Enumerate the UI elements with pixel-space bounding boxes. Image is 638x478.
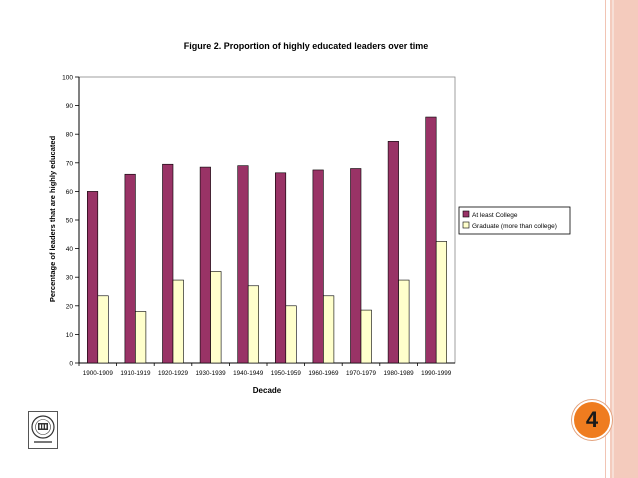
bar (323, 295, 335, 364)
y-tick-label: 100 (62, 75, 73, 82)
x-tick-label: 1980-1989 (384, 370, 415, 377)
bar-chart: Figure 2. Proportion of highly educated … (48, 41, 571, 395)
chart-title: Figure 2. Proportion of highly educated … (184, 41, 429, 51)
legend-box (458, 206, 571, 235)
bar (237, 165, 249, 364)
decorative-line (612, 0, 614, 478)
x-tick-label: 1900-1909 (83, 370, 114, 377)
legend-label: Graduate (more than college) (472, 223, 557, 230)
bar (312, 169, 324, 364)
bar (285, 305, 297, 364)
bar (350, 168, 362, 364)
x-axis-label: Decade (253, 386, 282, 395)
legend-label: At least College (472, 212, 518, 219)
bar (425, 116, 437, 364)
bar (247, 285, 259, 364)
y-tick-label: 40 (66, 246, 74, 253)
y-axis-label: Percentage of leaders that are highly ed… (48, 135, 57, 302)
x-tick-label: 1910-1919 (120, 370, 151, 377)
bar (360, 309, 372, 364)
x-tick-label: 1960-1969 (308, 370, 339, 377)
decorative-stripe (610, 0, 638, 478)
bar (210, 271, 222, 364)
page-number-badge: 4 (572, 400, 612, 440)
y-tick-label: 30 (66, 275, 74, 282)
x-tick-label: 1920-1929 (158, 370, 189, 377)
legend-swatch (462, 221, 470, 229)
bar (162, 163, 174, 364)
decorative-line (605, 0, 606, 478)
x-tick-label: 1990-1999 (421, 370, 452, 377)
x-tick-label: 1970-1979 (346, 370, 377, 377)
bar (398, 279, 410, 364)
x-tick-label: 1930-1939 (196, 370, 227, 377)
bar (199, 166, 211, 364)
bar (97, 295, 109, 364)
bar (387, 141, 399, 364)
legend: At least College Graduate (more than coll… (458, 206, 571, 235)
y-tick-label: 10 (66, 332, 74, 339)
y-tick-label: 0 (69, 361, 73, 368)
bar (135, 311, 147, 364)
x-tick-label: 1940-1949 (233, 370, 264, 377)
y-tick-label: 70 (66, 160, 74, 167)
institution-logo-icon (28, 411, 58, 449)
bar (435, 241, 448, 364)
y-tick-label: 90 (66, 103, 74, 110)
y-tick-label: 80 (66, 132, 74, 139)
x-tick-label: 1950-1959 (271, 370, 302, 377)
bar (124, 173, 136, 364)
y-tick-label: 50 (66, 218, 74, 225)
bar (87, 191, 99, 364)
y-tick-label: 60 (66, 189, 74, 196)
bar (274, 172, 287, 364)
y-tick-label: 20 (66, 303, 74, 310)
bar (172, 279, 184, 364)
legend-swatch (462, 210, 470, 218)
